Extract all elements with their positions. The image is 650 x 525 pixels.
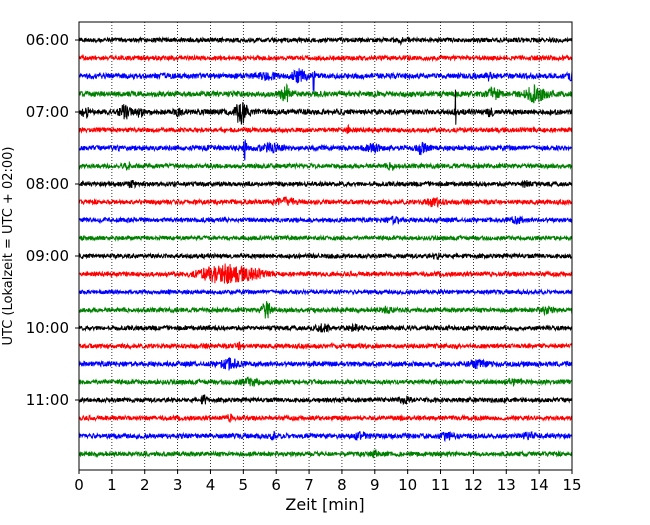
x-tick-label: 12	[464, 476, 483, 494]
y-tick-label: 07:00	[26, 103, 69, 121]
trace-0900	[78, 251, 573, 261]
trace-0915	[78, 263, 573, 285]
x-tick-label: 6	[271, 476, 281, 494]
x-tick-label: 14	[530, 476, 549, 494]
trace-0645	[78, 83, 573, 104]
x-tick-label: 3	[173, 476, 183, 494]
trace-1015	[78, 341, 573, 351]
grid-layer	[111, 22, 540, 470]
x-tick-label: 8	[337, 476, 347, 494]
x-axis-label: Zeit [min]	[285, 495, 364, 514]
y-axis-label: UTC (Lokalzeit = UTC + 02:00)	[1, 147, 16, 346]
trace-0845	[78, 234, 573, 242]
x-tick-label: 1	[107, 476, 117, 494]
trace-1145	[78, 449, 573, 459]
trace-0700	[78, 89, 573, 125]
y-tick-label: 08:00	[26, 175, 69, 193]
axes-layer: 0 1 2 3 4 5 6 7 8 9 10 11 12 13 14 1506:0007:0008:0009:…	[26, 21, 582, 494]
trace-0630	[78, 68, 573, 94]
trace-0745	[78, 161, 573, 171]
y-tick-label: 06:00	[26, 31, 69, 49]
y-tick-label: 09:00	[26, 247, 69, 265]
x-tick-label: 2	[140, 476, 150, 494]
trace-0800	[78, 179, 573, 189]
trace-0715	[78, 123, 573, 135]
x-tick-label: 15	[562, 476, 581, 494]
y-tick-label: 11:00	[26, 391, 69, 409]
trace-1000	[78, 322, 573, 333]
trace-0945	[78, 301, 573, 319]
trace-0930	[78, 288, 573, 296]
plot-frame	[78, 21, 573, 471]
traces-layer	[78, 35, 573, 459]
trace-1045	[78, 376, 573, 387]
x-tick-label: 11	[431, 476, 450, 494]
trace-1115	[78, 413, 573, 423]
x-tick-label: 4	[206, 476, 216, 494]
trace-0615	[78, 53, 573, 63]
x-tick-label: 0	[74, 476, 84, 494]
x-tick-label: 5	[239, 476, 249, 494]
x-tick-label: 13	[497, 476, 516, 494]
x-tick-label: 10	[398, 476, 417, 494]
trace-1100	[78, 394, 573, 406]
x-tick-label: 7	[304, 476, 314, 494]
trace-1030	[78, 357, 573, 371]
trace-0815	[78, 196, 573, 209]
trace-0600	[78, 35, 573, 46]
trace-1130	[78, 430, 573, 443]
x-tick-label: 9	[370, 476, 380, 494]
y-tick-label: 10:00	[26, 319, 69, 337]
trace-0830	[78, 215, 573, 226]
trace-0730	[78, 139, 573, 161]
